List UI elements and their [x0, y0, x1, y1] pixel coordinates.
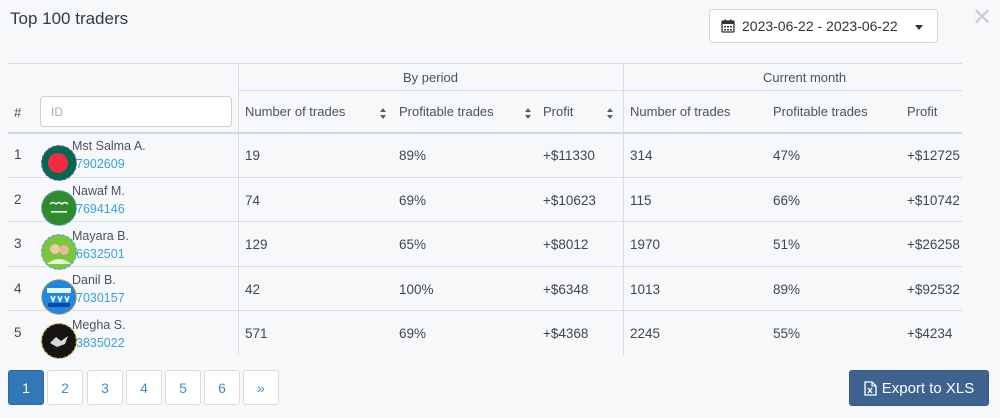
divider-by-period	[238, 63, 239, 355]
row-divider	[8, 310, 962, 311]
page-button-2[interactable]: 2	[47, 370, 83, 405]
row-1-profitable: 89%	[399, 148, 427, 163]
row-4-name: Danil B.	[72, 273, 116, 287]
page-button-6[interactable]: 6	[204, 370, 240, 405]
sort-icon[interactable]	[525, 108, 532, 119]
row-1-profit: +$11330	[543, 148, 595, 163]
column-header-profitable[interactable]: Profitable trades	[399, 104, 494, 119]
row-2-profitable: 69%	[399, 193, 427, 208]
group-header-border	[238, 90, 962, 91]
row-5-id-link[interactable]: 3835022	[76, 336, 125, 350]
row-4-id-link[interactable]: 7030157	[76, 291, 125, 305]
date-range-picker[interactable]: 2023-06-22 - 2023-06-22	[709, 9, 938, 43]
export-xls-button[interactable]: Export to XLS	[849, 370, 989, 406]
row-3-name: Mayara B.	[72, 229, 129, 243]
page-title: Top 100 traders	[10, 9, 129, 28]
row-2-trades: 74	[245, 193, 261, 208]
date-range-value: 2023-06-22 - 2023-06-22	[742, 18, 898, 34]
row-5-trades-month: 2245	[630, 326, 661, 341]
row-1-profit-month: +$12725	[907, 148, 960, 163]
page-button-4[interactable]: 4	[126, 370, 162, 405]
row-4-trades: 42	[245, 282, 261, 297]
photo-avatar[interactable]	[41, 234, 77, 270]
row-1-profitable-month: 47%	[773, 148, 801, 163]
row-2-rank: 2	[14, 192, 22, 207]
row-5-profit: +$4368	[543, 326, 589, 341]
row-2-name: Nawaf M.	[72, 184, 125, 198]
row-1-trades-month: 314	[630, 148, 653, 163]
row-divider	[8, 177, 962, 178]
row-3-trades: 129	[245, 237, 268, 252]
row-1-rank: 1	[14, 147, 22, 162]
row-5-name: Megha S.	[72, 318, 126, 332]
row-4-trades-month: 1013	[630, 282, 661, 297]
row-2-profitable-month: 66%	[773, 193, 801, 208]
saudi-flag-avatar[interactable]	[41, 190, 77, 226]
row-3-rank: 3	[14, 236, 22, 251]
caret-down-icon	[915, 25, 923, 30]
file-excel-icon	[864, 380, 877, 396]
group-header-by-period: By period	[403, 70, 458, 85]
column-header-profit-month: Profit	[907, 104, 938, 119]
row-5-profitable: 69%	[399, 326, 427, 341]
column-header-profit[interactable]: Profit	[543, 104, 574, 119]
column-header-trades-month: Number of trades	[630, 104, 731, 119]
row-5-rank: 5	[14, 325, 22, 340]
page-next-button[interactable]: »	[243, 370, 279, 405]
row-4-profitable: 100%	[399, 282, 434, 297]
page-button-5[interactable]: 5	[165, 370, 201, 405]
sort-icon[interactable]	[380, 108, 387, 119]
row-3-profitable: 65%	[399, 237, 427, 252]
row-3-profitable-month: 51%	[773, 237, 801, 252]
row-2-id-link[interactable]: 7694146	[76, 202, 125, 216]
row-4-profit-month: +$92532	[907, 282, 960, 297]
row-4-profit: +$6348	[543, 282, 589, 297]
row-3-profit: +$8012	[543, 237, 589, 252]
row-2-profit: +$10623	[543, 193, 596, 208]
row-3-profit-month: +$26258	[907, 237, 960, 252]
dark-photo-avatar[interactable]	[41, 323, 77, 359]
row-5-profit-month: +$4234	[907, 326, 953, 341]
row-2-profit-month: +$10742	[907, 193, 960, 208]
row-divider	[8, 266, 962, 267]
table-top-border	[8, 63, 962, 64]
row-3-id-link[interactable]: 6632501	[76, 247, 125, 261]
bangladesh-flag-avatar[interactable]	[41, 145, 77, 181]
header-bottom-border	[8, 132, 962, 134]
row-5-trades: 571	[245, 326, 268, 341]
column-header-rank: #	[14, 105, 22, 120]
row-4-rank: 4	[14, 281, 22, 296]
group-header-current-month: Current month	[763, 70, 847, 85]
row-1-id-link[interactable]: 7902609	[76, 157, 125, 171]
row-1-name: Mst Salma A.	[72, 139, 146, 153]
close-icon[interactable]: ✕	[972, 4, 993, 31]
row-2-trades-month: 115	[630, 193, 652, 208]
column-header-profitable-month: Profitable trades	[773, 104, 868, 119]
row-3-trades-month: 1970	[630, 237, 661, 252]
divider-current-month	[623, 63, 624, 355]
row-divider	[8, 221, 962, 222]
page-button-1[interactable]: 1	[8, 370, 44, 405]
id-search-input[interactable]	[40, 96, 232, 127]
column-header-trades[interactable]: Number of trades	[245, 104, 346, 119]
telegram-logo-avatar[interactable]	[41, 279, 77, 315]
sort-icon[interactable]	[607, 108, 614, 119]
row-4-profitable-month: 89%	[773, 282, 801, 297]
row-5-profitable-month: 55%	[773, 326, 801, 341]
export-label: Export to XLS	[881, 379, 975, 397]
page-button-3[interactable]: 3	[87, 370, 123, 405]
row-1-trades: 19	[245, 148, 261, 163]
calendar-icon	[721, 19, 735, 33]
